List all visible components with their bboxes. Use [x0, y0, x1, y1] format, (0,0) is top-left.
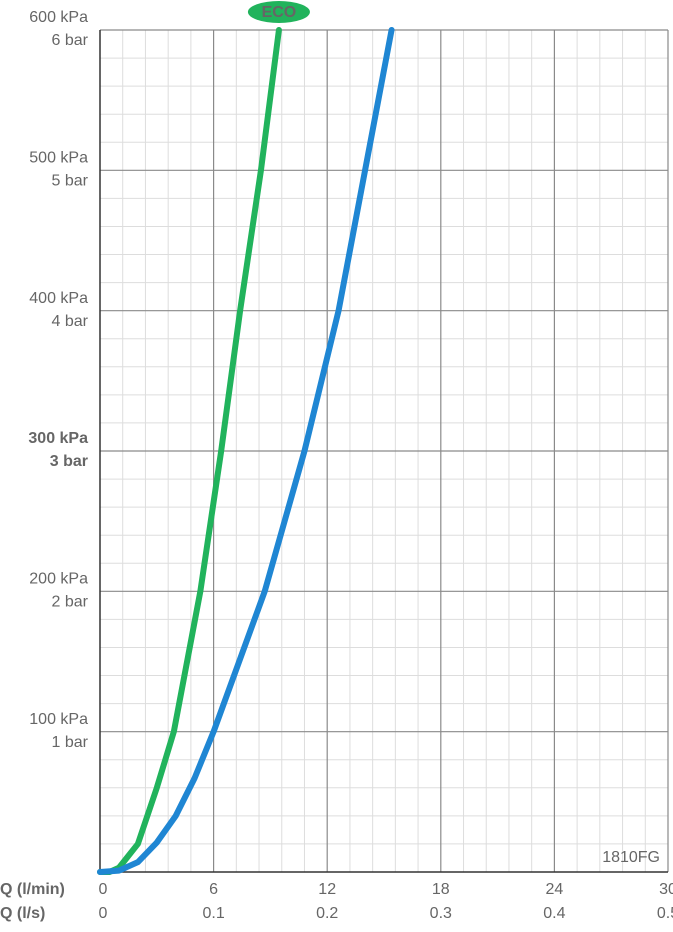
y-tick-label: 400 kPa	[29, 290, 88, 307]
y-tick-bar-label: 1 bar	[52, 734, 89, 751]
legend-badge	[247, 1, 310, 23]
x-tick-label: 12	[318, 881, 336, 898]
y-tick-bar-label: 3 bar	[50, 453, 88, 470]
x2-tick-label: 0.2	[316, 905, 338, 922]
x-tick-label: 30	[659, 881, 673, 898]
annotation: 1810FG	[602, 849, 660, 866]
x-tick-label: 6	[209, 881, 218, 898]
x-tick-label: 24	[546, 881, 564, 898]
x2-axis-label: Q (l/s)	[0, 905, 45, 922]
x-axis-label: Q (l/min)	[0, 881, 65, 898]
series-line	[97, 27, 395, 875]
x2-tick-label: 0.1	[202, 905, 224, 922]
x2-tick-label: 0.3	[430, 905, 452, 922]
x2-tick-label: 0.4	[543, 905, 565, 922]
y-tick-label: 600 kPa	[29, 9, 88, 26]
y-tick-label: 200 kPa	[29, 571, 88, 588]
legend-label: ECO	[262, 4, 297, 21]
y-tick-label: 300 kPa	[28, 430, 88, 447]
y-tick-bar-label: 6 bar	[52, 32, 89, 49]
x-tick-label: 0	[99, 881, 108, 898]
x2-tick-label: 0	[99, 905, 108, 922]
y-tick-bar-label: 2 bar	[52, 594, 89, 611]
y-tick-label: 500 kPa	[29, 150, 88, 167]
x-tick-label: 18	[432, 881, 450, 898]
y-tick-bar-label: 5 bar	[52, 173, 89, 190]
x2-tick-label: 0.5	[657, 905, 673, 922]
y-tick-bar-label: 4 bar	[52, 313, 89, 330]
y-tick-label: 100 kPa	[29, 711, 88, 728]
